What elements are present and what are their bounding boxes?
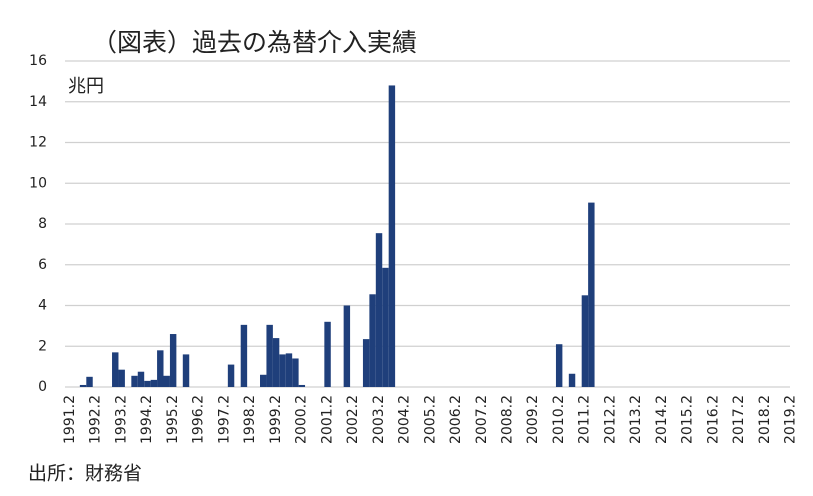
x-tick-label: 2003.2 xyxy=(371,395,387,444)
x-tick-label: 2006.2 xyxy=(448,395,464,444)
y-tick-label: 2 xyxy=(38,338,47,354)
x-tick-label: 2017.2 xyxy=(731,395,747,444)
x-tick-label: 1994.2 xyxy=(139,395,155,444)
bar xyxy=(112,352,119,387)
y-tick-label: 4 xyxy=(38,298,47,314)
x-tick-label: 2000.2 xyxy=(294,395,310,444)
x-tick-label: 1999.2 xyxy=(268,395,284,444)
x-tick-label: 2002.2 xyxy=(345,395,361,444)
x-tick-label: 2010.2 xyxy=(551,395,567,444)
x-tick-label: 1993.2 xyxy=(113,395,129,444)
x-tick-label: 2005.2 xyxy=(422,395,438,444)
x-tick-label: 2014.2 xyxy=(654,395,670,444)
bar xyxy=(581,295,589,387)
bar xyxy=(369,294,376,387)
y-tick-label: 14 xyxy=(29,94,47,110)
x-tick-label: 2009.2 xyxy=(525,395,541,444)
x-tick-label: 2004.2 xyxy=(397,395,413,444)
y-tick-label: 8 xyxy=(38,216,47,232)
x-tick-label: 2011.2 xyxy=(577,395,593,444)
bar xyxy=(285,353,293,387)
bar xyxy=(279,354,286,387)
bar xyxy=(182,354,190,387)
y-tick-label: 12 xyxy=(29,135,47,151)
bar xyxy=(131,375,138,387)
bar xyxy=(79,384,87,387)
bar xyxy=(118,369,125,387)
bar xyxy=(343,305,351,387)
x-tick-label: 2001.2 xyxy=(319,395,335,444)
y-tick-label: 16 xyxy=(29,53,47,69)
bar xyxy=(86,376,93,387)
x-tick-label: 2012.2 xyxy=(602,395,618,444)
bar xyxy=(144,380,151,387)
bar xyxy=(292,358,299,387)
bar xyxy=(375,233,383,387)
bar xyxy=(568,373,576,387)
source: 出所：財務省 xyxy=(28,463,142,485)
x-tick-label: 1997.2 xyxy=(216,395,232,444)
bar xyxy=(324,321,331,387)
chart-title: （図表）過去の為替介入実績 xyxy=(92,28,417,57)
bar xyxy=(555,344,563,387)
x-tick-label: 1995.2 xyxy=(165,395,181,444)
bar xyxy=(266,324,273,387)
bar xyxy=(588,202,595,387)
x-tick-label: 1992.2 xyxy=(88,395,104,444)
bar xyxy=(137,371,145,387)
x-tick-label: 1996.2 xyxy=(191,395,207,444)
x-tick-label: 1991.2 xyxy=(62,395,78,444)
bar xyxy=(382,267,389,387)
x-tick-label: 2018.2 xyxy=(757,395,773,444)
bar xyxy=(169,334,177,387)
bar xyxy=(388,85,396,387)
x-tick-label: 2007.2 xyxy=(474,395,490,444)
bar xyxy=(157,350,164,387)
y-tick-label: 6 xyxy=(38,257,47,273)
bar xyxy=(260,374,267,387)
y-tick-label: 10 xyxy=(29,175,47,191)
bar xyxy=(227,364,235,387)
bar xyxy=(272,338,280,387)
x-tick-label: 2016.2 xyxy=(705,395,721,444)
x-tick-label: 2019.2 xyxy=(783,395,799,444)
bar xyxy=(163,375,170,387)
x-tick-label: 1998.2 xyxy=(242,395,258,444)
bar xyxy=(362,339,370,387)
bar xyxy=(240,324,248,387)
x-tick-label: 2013.2 xyxy=(628,395,644,444)
x-tick-label: 2008.2 xyxy=(499,395,515,444)
bar xyxy=(150,379,158,387)
bar xyxy=(298,384,306,387)
y-unit: 兆円 xyxy=(68,76,104,97)
y-tick-label: 0 xyxy=(38,379,47,395)
x-tick-label: 2015.2 xyxy=(680,395,696,444)
